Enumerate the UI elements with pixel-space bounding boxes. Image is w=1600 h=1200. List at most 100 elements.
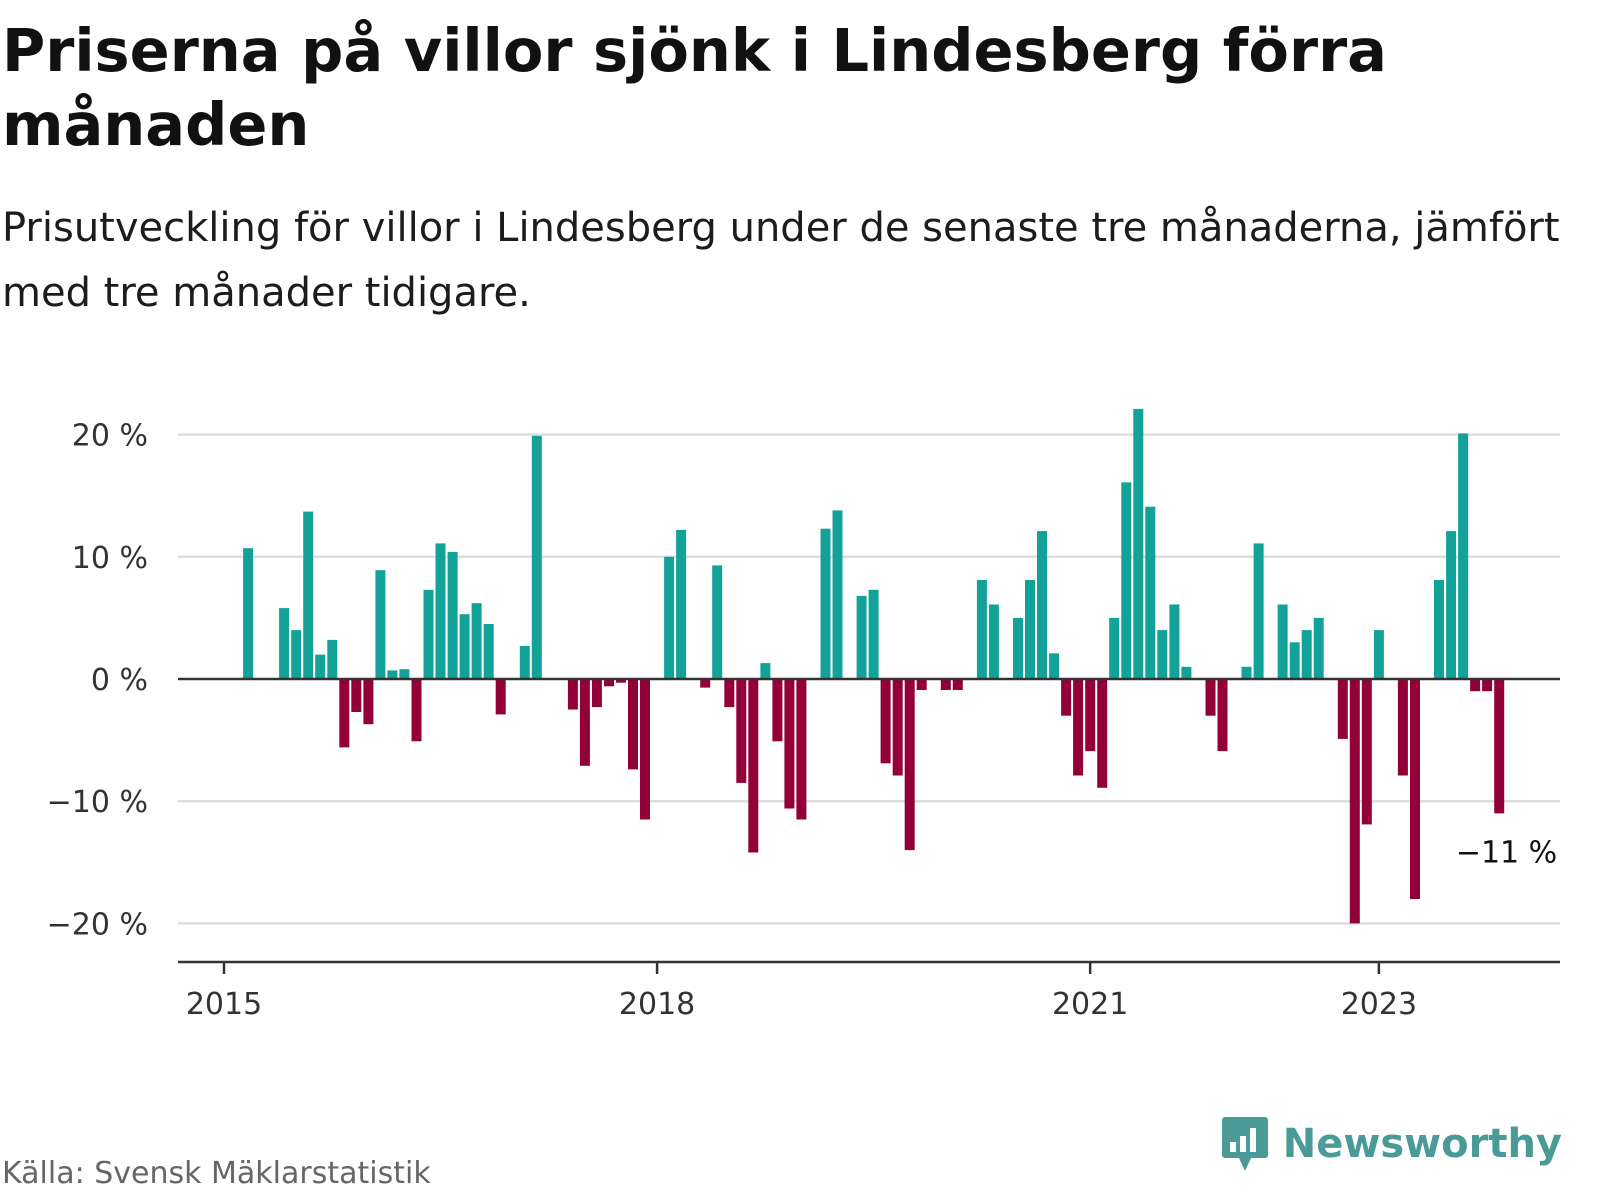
bar (1133, 408, 1144, 679)
bar (411, 679, 422, 742)
bar (375, 570, 386, 679)
bar (1277, 604, 1288, 679)
bar (1061, 679, 1072, 716)
bar (724, 679, 735, 708)
bar (640, 679, 650, 820)
bar (1397, 679, 1408, 776)
y-tick-label: 20 % (72, 419, 148, 454)
bar (976, 580, 987, 679)
bar (303, 511, 314, 679)
bar (279, 608, 290, 679)
last-value-label: −11 % (1456, 835, 1557, 870)
bar (1458, 433, 1469, 679)
bar (1085, 679, 1096, 752)
bar (1037, 531, 1047, 679)
bar (1373, 630, 1384, 679)
bar (772, 679, 783, 742)
bar (315, 654, 326, 679)
x-tick-label: 2015 (186, 987, 262, 1022)
bar (363, 679, 374, 725)
tick-labels: 20 % 10 % 0 % −10 % −20 % 2015 2018 2021 2023 −11… (47, 419, 1558, 1022)
bar (1470, 679, 1481, 692)
bar (832, 510, 843, 679)
bar (1482, 679, 1493, 692)
bar (1121, 482, 1132, 679)
bar (988, 604, 999, 679)
bar (868, 589, 879, 679)
bar (820, 528, 831, 679)
bar (616, 679, 626, 683)
bar (1181, 666, 1192, 679)
bar (339, 679, 350, 748)
y-tick-label: 0 % (91, 663, 148, 698)
bar (880, 679, 891, 764)
bar (387, 670, 398, 679)
brand-logo: Newsworthy (1221, 1114, 1562, 1174)
bar (796, 679, 807, 820)
bar (1097, 679, 1108, 788)
bar (1109, 617, 1120, 679)
bar (1410, 679, 1420, 899)
bar (351, 679, 362, 712)
bar (892, 679, 903, 776)
bar (1253, 543, 1264, 679)
y-tick-label: 10 % (72, 541, 148, 576)
bar (1157, 630, 1168, 679)
bar (1434, 580, 1444, 679)
bar (1169, 604, 1180, 679)
bar (471, 603, 482, 679)
bars (243, 408, 1505, 924)
bar (1361, 679, 1372, 825)
brand-name: Newsworthy (1282, 1121, 1562, 1167)
bar (1349, 679, 1360, 924)
bar (664, 556, 675, 679)
source-note: Källa: Svensk Mäklarstatistik (2, 1156, 431, 1191)
bar (604, 679, 614, 687)
bar (591, 679, 602, 708)
bar (1025, 580, 1035, 679)
bar (1205, 679, 1216, 716)
bar (1145, 506, 1156, 679)
y-tick-label: −20 % (47, 907, 148, 942)
bar (952, 679, 963, 690)
bar (1494, 679, 1505, 814)
chart-subtitle: Prisutveckling för villor i Lindesberg u… (2, 205, 1560, 316)
bar (1049, 653, 1060, 679)
bar (712, 565, 723, 679)
bar (904, 679, 915, 851)
bar (1217, 679, 1228, 752)
bar (579, 679, 590, 766)
bar (676, 529, 687, 679)
bar (327, 639, 338, 679)
bar (1241, 666, 1252, 679)
bar (435, 543, 446, 679)
bar (531, 435, 542, 679)
x-tick-label: 2021 (1052, 987, 1128, 1022)
x-tick-label: 2018 (619, 987, 695, 1022)
bar (916, 679, 927, 690)
bar (423, 589, 434, 679)
axes (178, 677, 1560, 974)
bar (1446, 531, 1457, 679)
bar (519, 646, 530, 679)
bar (399, 669, 410, 679)
bar-chart: 20 % 10 % 0 % −10 % −20 % 2015 2018 2021 2023 −11… (47, 408, 1560, 1022)
chart-title: Priserna på villor sjönk i Lindesberg fö… (2, 16, 1387, 159)
bar (700, 679, 711, 688)
bar (940, 679, 951, 690)
bar (483, 624, 494, 679)
bar (447, 551, 458, 679)
bar (748, 679, 759, 853)
x-tick-label: 2023 (1341, 987, 1417, 1022)
grid-lines (178, 433, 1560, 925)
bar (1289, 642, 1300, 679)
bar (1313, 617, 1324, 679)
bar (784, 679, 795, 809)
bar (1337, 679, 1348, 739)
bar (1073, 679, 1084, 776)
bar (291, 630, 302, 679)
bar (628, 679, 638, 770)
bar (856, 595, 867, 679)
bar (243, 548, 254, 679)
bar (1301, 630, 1312, 679)
